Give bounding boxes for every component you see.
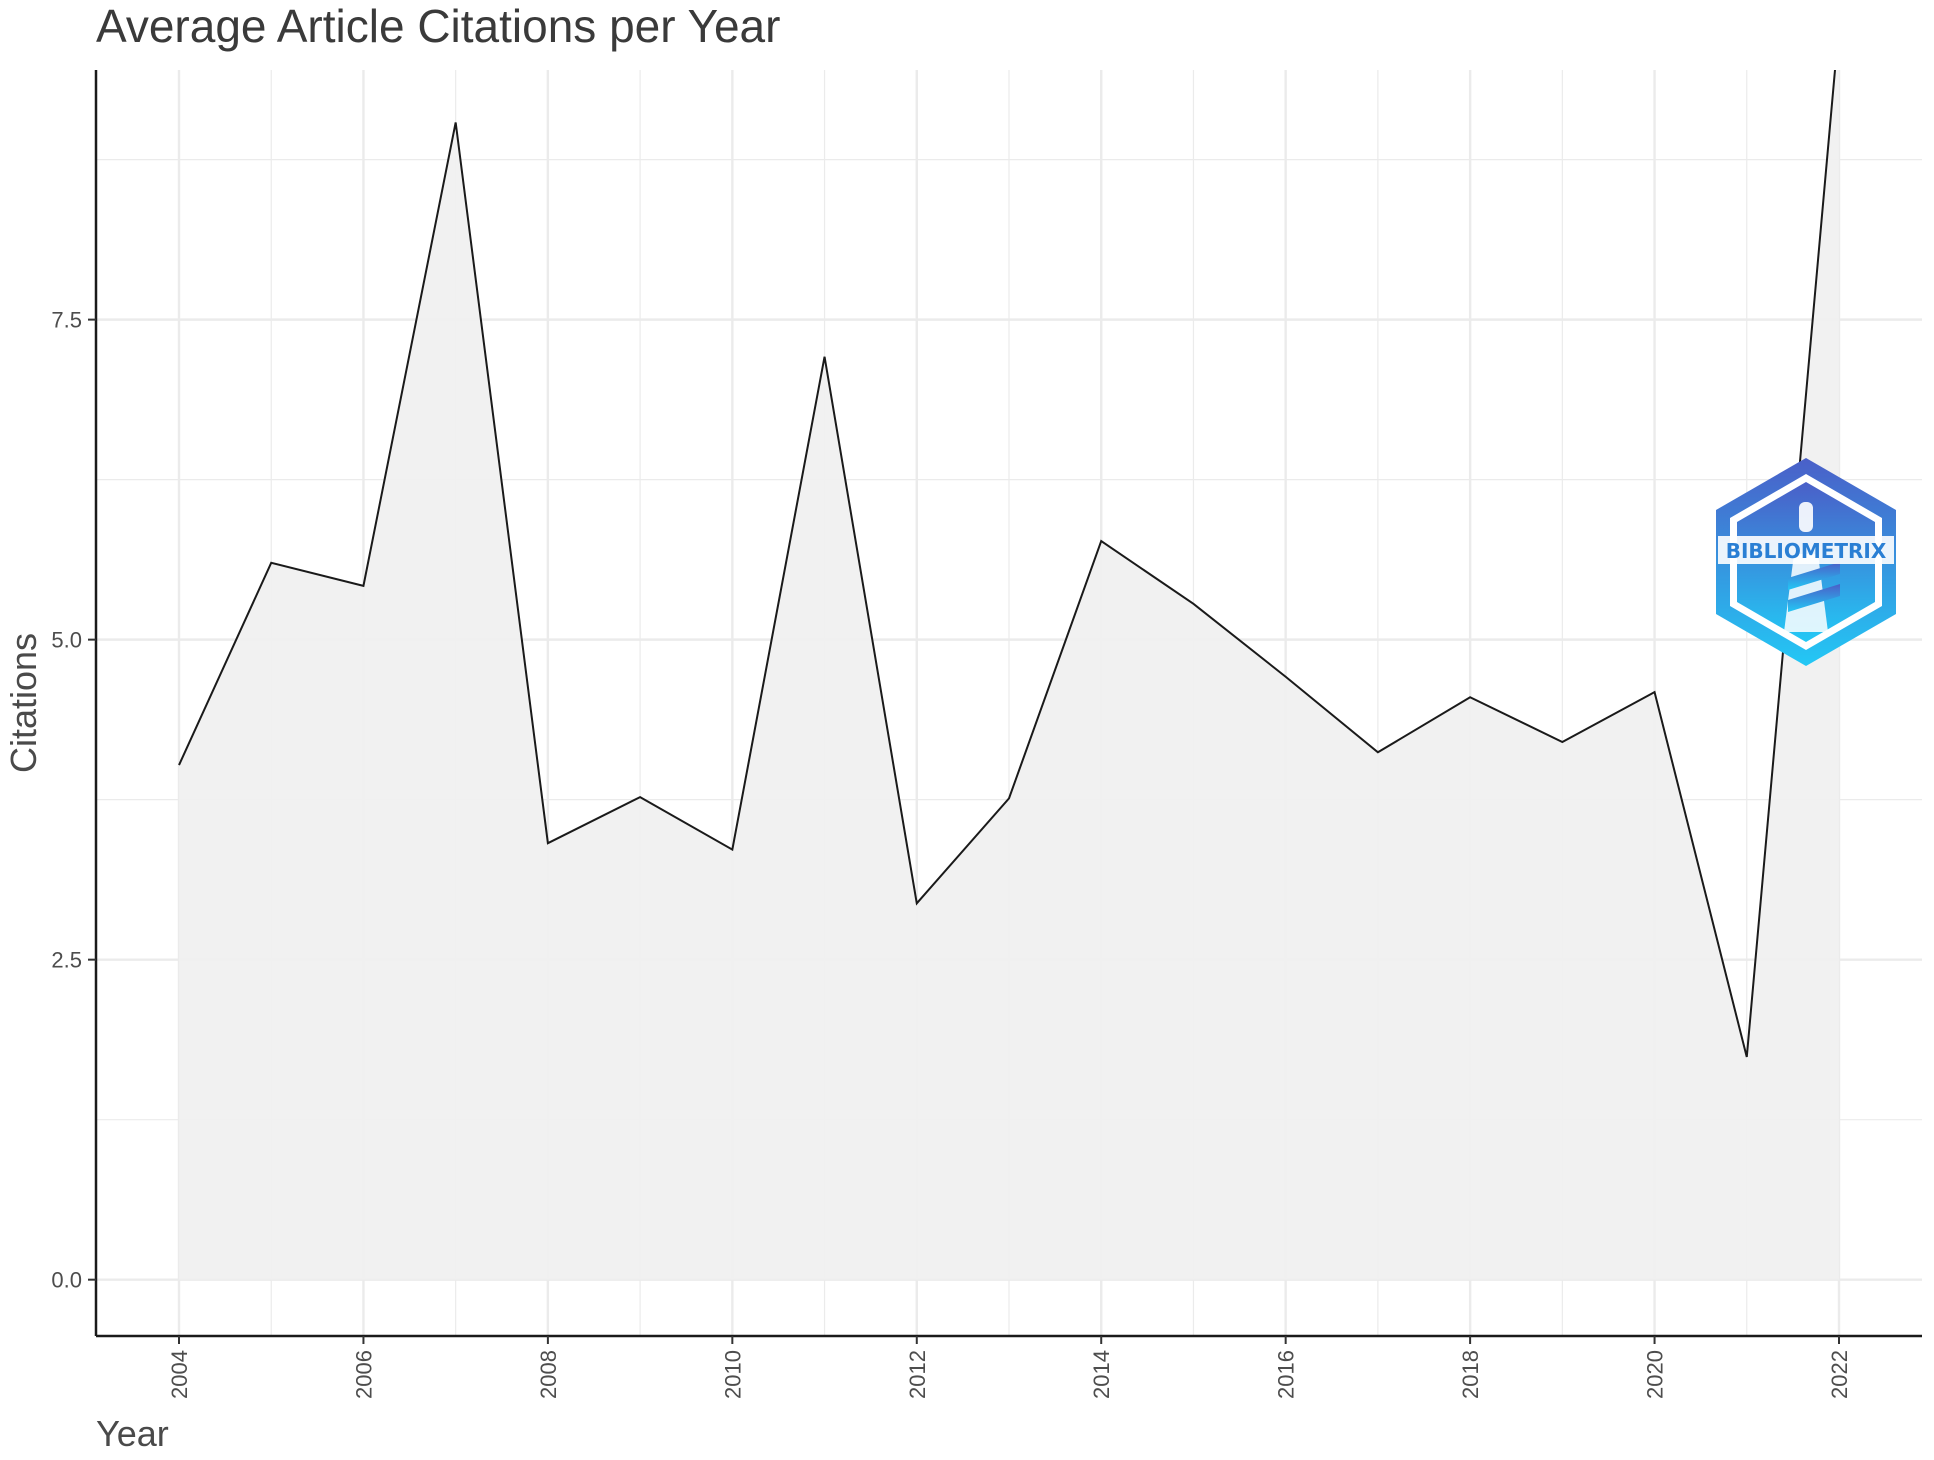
x-tick-label: 2018 bbox=[1458, 1350, 1483, 1399]
x-tick-label: 2016 bbox=[1274, 1350, 1299, 1399]
citations-area bbox=[179, 70, 1839, 1280]
citations-line bbox=[178, 70, 1836, 1058]
y-tick-label: 2.5 bbox=[51, 948, 82, 973]
lighthouse-icon bbox=[1799, 502, 1813, 532]
x-tick-label: 2022 bbox=[1827, 1350, 1852, 1399]
y-axis-ticks: 0.0 2.5 5.0 7.5 bbox=[51, 308, 96, 1293]
x-tick-label: 2014 bbox=[1089, 1350, 1114, 1399]
bar-stripes-icon-2 bbox=[1788, 584, 1840, 612]
bar-stripes-icon bbox=[1788, 562, 1840, 590]
y-tick-label: 5.0 bbox=[51, 628, 82, 653]
x-axis-ticks: 2004 2006 2008 2010 2012 2014 2016 2018 2020 2022 bbox=[167, 1336, 1852, 1399]
logo-text-band bbox=[1718, 536, 1894, 564]
x-tick-label: 2008 bbox=[536, 1350, 561, 1399]
y-axis-title: Citations bbox=[3, 633, 44, 773]
x-tick-label: 2010 bbox=[720, 1350, 745, 1399]
x-tick-label: 2020 bbox=[1643, 1350, 1668, 1399]
logo-text: BIBLIOMETRIX bbox=[1726, 539, 1887, 563]
x-tick-label: 2012 bbox=[905, 1350, 930, 1399]
x-tick-label: 2006 bbox=[351, 1350, 376, 1399]
y-tick-label: 7.5 bbox=[51, 308, 82, 333]
x-tick-label: 2004 bbox=[167, 1350, 192, 1399]
x-axis-title: Year bbox=[96, 1413, 169, 1454]
y-tick-label: 0.0 bbox=[51, 1268, 82, 1293]
bibliometrix-logo: BIBLIOMETRIX bbox=[1716, 458, 1896, 666]
chart-title: Average Article Citations per Year bbox=[96, 0, 780, 52]
